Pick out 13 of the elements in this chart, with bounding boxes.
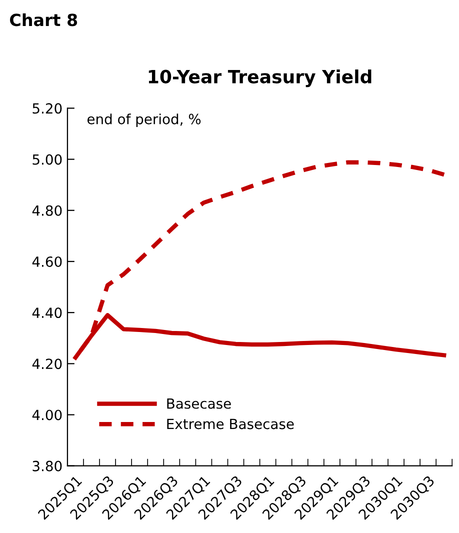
legend-label: Extreme Basecase — [167, 418, 294, 430]
y-tick-label: 4.80 — [32, 205, 62, 216]
y-tick-label: 4.60 — [32, 256, 62, 267]
caption: Chart 8 — [10, 13, 78, 26]
legend-label: Basecase — [167, 398, 231, 409]
y-tick-label: 4.00 — [32, 410, 62, 420]
y-tick-label: 5.00 — [32, 154, 62, 165]
y-tick-label: 3.80 — [32, 460, 62, 472]
chart-title: 10-Year Treasury Yield — [148, 69, 372, 88]
y-tick-label: 5.20 — [32, 103, 62, 114]
annotation: end of period, % — [87, 114, 201, 128]
y-tick-label: 4.40 — [32, 308, 62, 318]
y-tick-label: 4.20 — [32, 358, 62, 370]
